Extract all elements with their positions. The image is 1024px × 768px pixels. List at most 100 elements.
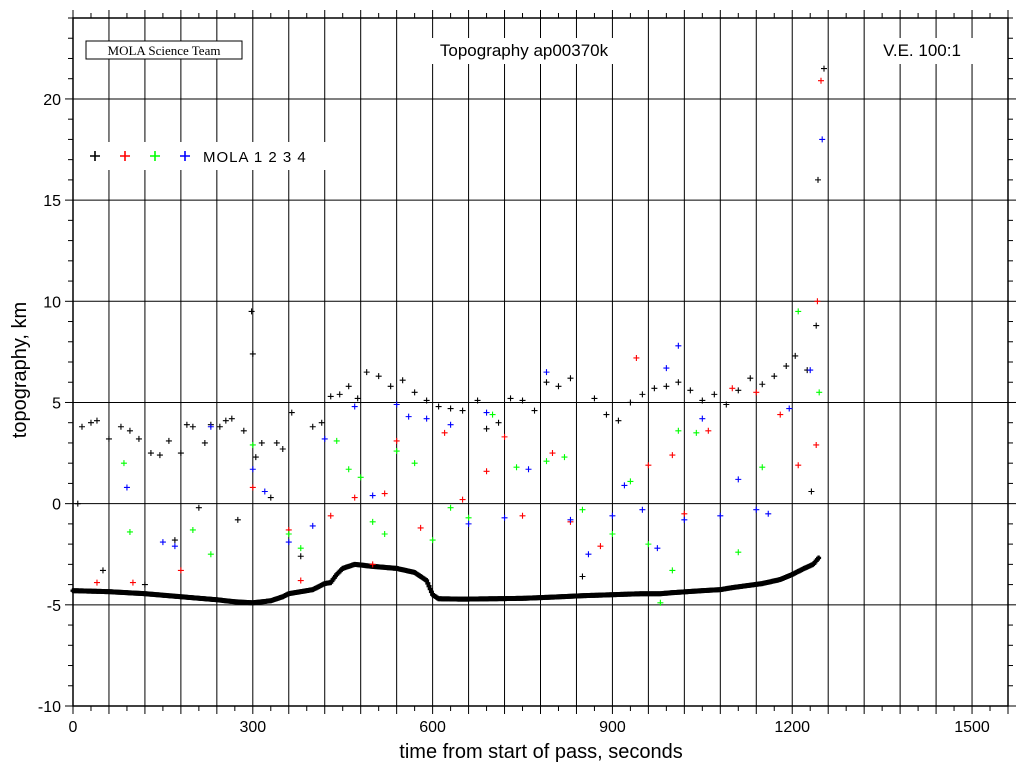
data-point: [771, 373, 778, 380]
data-point: [633, 354, 640, 361]
y-tick-label: 0: [52, 497, 61, 514]
legend: MOLA 1 2 3 4: [82, 142, 328, 170]
data-point: [240, 427, 247, 434]
series-mola-1: [74, 65, 827, 588]
data-point: [285, 539, 292, 546]
data-point: [543, 458, 550, 465]
data-point: [513, 464, 520, 471]
data-point: [156, 452, 163, 459]
data-point: [501, 514, 508, 521]
data-point: [765, 510, 772, 517]
data-point: [201, 439, 208, 446]
data-point: [447, 421, 454, 428]
data-point: [519, 512, 526, 519]
legend-label: MOLA 1 2 3 4: [203, 149, 307, 166]
data-point: [405, 413, 412, 420]
annotation-box: [866, 38, 978, 64]
data-point: [93, 579, 100, 586]
data-point: [663, 365, 670, 372]
data-point: [579, 506, 586, 513]
data-point: [327, 393, 334, 400]
tick-labels: 0 300 600 900 1200 1500 -10 -5 0 5 10 15 20: [38, 92, 990, 736]
data-point: [483, 425, 490, 432]
data-point: [74, 500, 81, 507]
data-point: [525, 466, 532, 473]
data-point: [615, 417, 622, 424]
data-point: [807, 367, 814, 374]
data-point: [783, 363, 790, 370]
data-point: [735, 549, 742, 556]
credit-label: MOLA Science Team: [108, 43, 221, 58]
x-tick-label: 0: [69, 719, 78, 736]
data-point: [735, 476, 742, 483]
data-point: [159, 539, 166, 546]
data-point: [669, 567, 676, 574]
data-point: [369, 518, 376, 525]
data-point: [474, 397, 481, 404]
data-point: [543, 369, 550, 376]
data-point: [651, 385, 658, 392]
data-point: [693, 429, 700, 436]
data-point: [717, 512, 724, 519]
data-point: [261, 488, 268, 495]
data-point: [228, 415, 235, 422]
data-point: [216, 423, 223, 430]
y-tick-label: 5: [52, 395, 61, 412]
data-point: [435, 403, 442, 410]
data-point: [561, 454, 568, 461]
data-point: [189, 423, 196, 430]
data-point: [429, 537, 436, 544]
x-tick-label: 900: [599, 719, 626, 736]
data-point: [126, 528, 133, 535]
data-point: [351, 494, 358, 501]
data-point: [699, 415, 706, 422]
data-point: [447, 405, 454, 412]
data-point: [795, 462, 802, 469]
y-tick-label: -10: [38, 699, 61, 716]
data-point: [336, 391, 343, 398]
x-axis-title: time from start of pass, seconds: [399, 741, 682, 763]
legend-marker: [120, 151, 130, 161]
data-point: [579, 573, 586, 580]
x-tick-label: 600: [419, 719, 446, 736]
data-point: [423, 415, 430, 422]
grid-lines: [73, 18, 1008, 706]
y-axis-title: topography, km: [9, 302, 31, 438]
data-point: [393, 401, 400, 408]
data-point: [147, 450, 154, 457]
vertical-exaggeration-label: V.E. 100:1: [883, 41, 961, 60]
data-point: [603, 411, 610, 418]
credit-box: [85, 40, 243, 60]
data-point: [795, 308, 802, 315]
data-point: [171, 543, 178, 550]
data-point: [669, 452, 676, 459]
data-point: [687, 387, 694, 394]
data-point: [747, 375, 754, 382]
data-point: [129, 579, 136, 586]
data-point: [248, 308, 255, 315]
data-point: [675, 342, 682, 349]
data-point: [675, 379, 682, 386]
data-point: [393, 437, 400, 444]
data-point: [645, 541, 652, 548]
data-point: [354, 395, 361, 402]
data-point: [447, 504, 454, 511]
axis-ticks: [65, 10, 1016, 714]
data-point: [126, 427, 133, 434]
data-point: [627, 399, 634, 406]
data-point: [249, 484, 256, 491]
data-point: [345, 466, 352, 473]
data-point: [141, 581, 148, 588]
data-point: [675, 427, 682, 434]
data-point: [549, 450, 556, 457]
data-point: [519, 397, 526, 404]
data-point: [177, 450, 184, 457]
y-tick-label: 10: [43, 294, 61, 311]
data-point: [309, 522, 316, 529]
data-point: [645, 462, 652, 469]
data-point: [459, 407, 466, 414]
data-point: [777, 411, 784, 418]
data-point: [207, 423, 214, 430]
